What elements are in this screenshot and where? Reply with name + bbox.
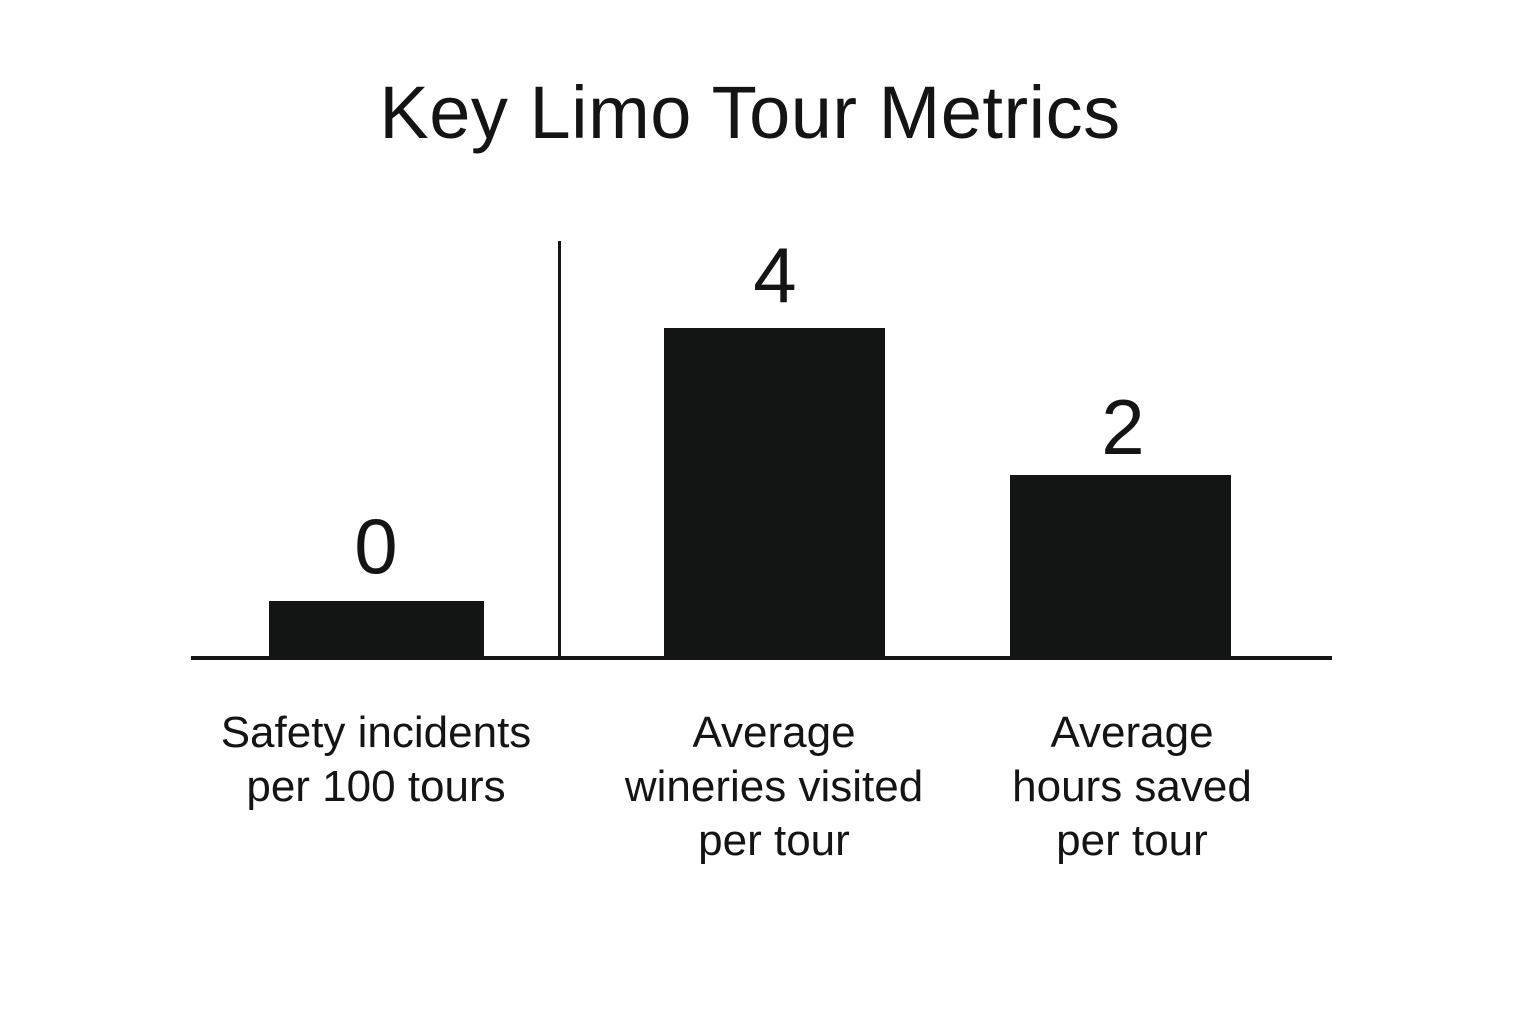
bar-safety-incidents — [269, 601, 484, 658]
value-label-hours-saved: 2 — [1101, 383, 1145, 471]
x-axis-baseline — [191, 656, 1332, 660]
category-label-line: per tour — [1056, 816, 1208, 865]
category-label-hours-saved: Average hours saved per tour — [932, 706, 1332, 868]
bar-wineries-visited — [664, 328, 885, 658]
category-label-wineries-visited: Average wineries visited per tour — [574, 706, 974, 868]
category-label-line: Average — [692, 708, 856, 757]
category-label-line: per tour — [698, 816, 850, 865]
value-label-safety-incidents: 0 — [354, 502, 398, 590]
category-label-line: per 100 tours — [246, 762, 506, 811]
category-label-safety-incidents: Safety incidents per 100 tours — [176, 706, 576, 814]
value-label-wineries-visited: 4 — [753, 231, 797, 319]
category-label-line: hours saved — [1012, 762, 1252, 811]
category-label-line: wineries visited — [624, 762, 924, 811]
chart-title: Key Limo Tour Metrics — [379, 71, 1121, 154]
bar-hours-saved — [1010, 475, 1231, 658]
category-label-line: Safety incidents — [220, 708, 532, 757]
category-divider — [558, 241, 561, 660]
category-label-line: Average — [1050, 708, 1214, 757]
